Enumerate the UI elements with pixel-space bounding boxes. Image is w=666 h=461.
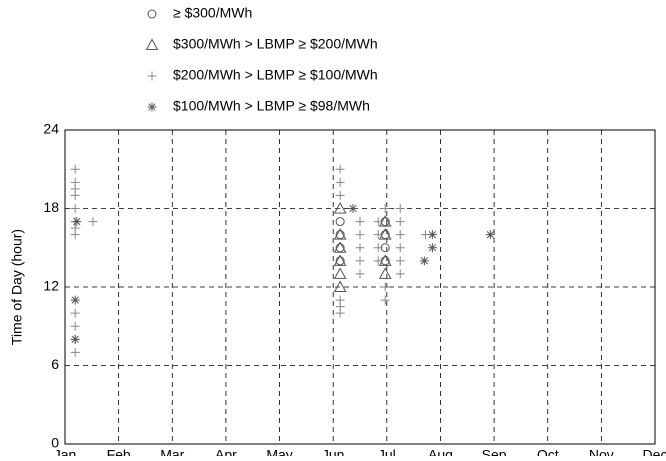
marker xyxy=(333,241,347,253)
marker xyxy=(427,243,437,253)
marker xyxy=(333,228,347,240)
marker xyxy=(333,254,347,266)
marker xyxy=(335,295,345,305)
legend-marker xyxy=(145,38,159,50)
x-tick-label: Jun xyxy=(322,447,345,456)
marker xyxy=(355,217,365,227)
marker xyxy=(335,177,345,187)
marker xyxy=(380,282,390,292)
marker xyxy=(70,334,80,344)
x-tick-label: Jul xyxy=(378,447,396,456)
marker xyxy=(485,230,495,240)
marker xyxy=(335,217,345,227)
x-tick-label: Sep xyxy=(482,447,507,456)
marker xyxy=(348,204,358,213)
y-tick-label: 0 xyxy=(51,435,59,451)
marker xyxy=(380,204,390,213)
legend-label: $100/MWh > LBMP ≥ $98/MWh xyxy=(173,98,370,114)
marker xyxy=(395,204,405,213)
marker xyxy=(70,164,80,174)
marker xyxy=(378,267,392,279)
marker xyxy=(378,215,392,227)
marker xyxy=(380,295,390,305)
marker xyxy=(378,254,392,266)
marker xyxy=(335,164,345,174)
marker xyxy=(395,230,405,240)
plot-frame xyxy=(64,129,656,445)
marker xyxy=(70,308,80,318)
x-tick-label: Dec xyxy=(643,447,666,456)
x-tick-label: Mar xyxy=(160,447,184,456)
marker xyxy=(395,243,405,253)
y-tick-label: 18 xyxy=(43,199,59,215)
marker xyxy=(373,217,383,227)
legend-label: $300/MWh > LBMP ≥ $200/MWh xyxy=(173,36,378,52)
marker xyxy=(70,177,80,187)
legend-marker xyxy=(147,102,157,112)
y-axis-label: Time of Day (hour) xyxy=(9,229,25,345)
y-tick-label: 6 xyxy=(51,356,59,372)
x-tick-label: Nov xyxy=(589,447,614,456)
marker xyxy=(70,295,80,305)
marker xyxy=(70,204,80,213)
marker xyxy=(333,280,347,292)
x-tick-label: Feb xyxy=(107,447,131,456)
marker xyxy=(373,230,383,240)
marker xyxy=(70,347,80,357)
y-tick-label: 24 xyxy=(43,121,59,137)
marker xyxy=(70,321,80,331)
marker xyxy=(355,256,365,266)
x-tick-label: Apr xyxy=(215,447,237,456)
marker xyxy=(373,243,383,253)
legend-marker xyxy=(147,9,157,19)
marker xyxy=(335,190,345,200)
marker xyxy=(333,201,347,214)
legend-label: $200/MWh > LBMP ≥ $100/MWh xyxy=(173,67,378,83)
legend-marker xyxy=(147,71,157,81)
marker xyxy=(419,256,429,266)
y-tick-label: 12 xyxy=(43,278,59,294)
x-tick-label: Aug xyxy=(428,447,453,456)
marker xyxy=(333,267,347,279)
legend-label: ≥ $300/MWh xyxy=(173,5,252,21)
marker xyxy=(395,217,405,227)
x-tick-label: Jan xyxy=(54,447,77,456)
marker xyxy=(88,217,98,227)
x-tick-label: May xyxy=(266,447,292,456)
marker xyxy=(355,230,365,240)
marker xyxy=(72,217,82,227)
marker xyxy=(355,269,365,279)
marker xyxy=(355,243,365,253)
marker xyxy=(373,256,383,266)
marker xyxy=(395,256,405,266)
marker xyxy=(427,230,437,240)
marker xyxy=(395,269,405,279)
x-tick-label: Oct xyxy=(537,447,559,456)
